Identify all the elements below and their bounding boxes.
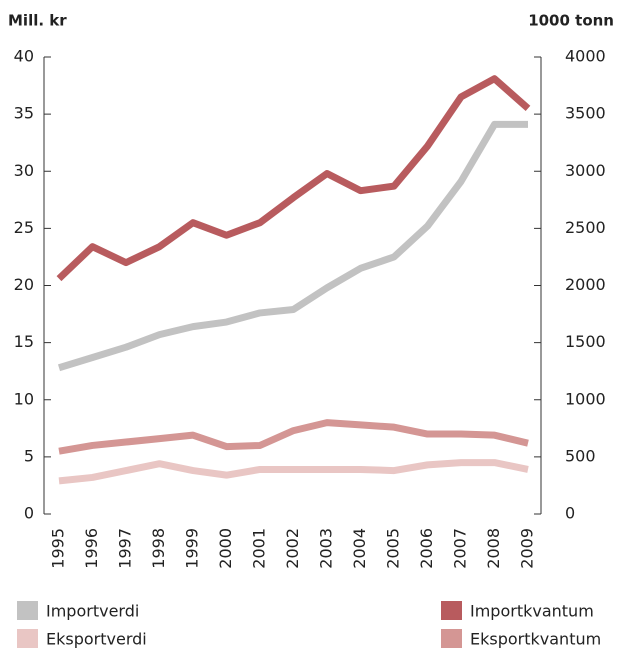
x-tick-label: 1997: [116, 528, 135, 569]
y-axis-title: Mill. kr: [8, 12, 67, 30]
legend-swatch: [441, 629, 462, 648]
legend-swatch: [17, 629, 38, 648]
x-tick-label: 2004: [350, 528, 369, 569]
y2-tick-label: 1000: [565, 389, 606, 408]
y-tick-label: 10: [14, 389, 34, 408]
x-tick-label: 2009: [518, 528, 537, 569]
y-tick-label: 30: [14, 161, 34, 180]
legend-swatch: [17, 601, 38, 620]
y2-tick-label: 3000: [565, 161, 606, 180]
x-tick-label: 2008: [484, 528, 503, 569]
x-tick-label: 2001: [250, 528, 269, 569]
x-tick-label: 2006: [417, 528, 436, 569]
series-line: [57, 120, 528, 372]
x-tick-label: 1996: [82, 528, 101, 569]
x-tick-label: 2003: [317, 528, 336, 569]
legend-label: Importkvantum: [470, 602, 594, 621]
series-line: [58, 459, 529, 485]
x-tick-label: 1998: [149, 528, 168, 569]
x-tick-label: 2005: [384, 528, 403, 569]
y2-tick-label: 0: [565, 504, 575, 523]
y-tick-label: 20: [14, 275, 34, 294]
legend-swatch: [441, 601, 462, 620]
y2-tick-label: 3500: [565, 104, 606, 123]
series-line: [58, 419, 529, 455]
legend-label: Eksportkvantum: [470, 630, 601, 649]
y2-tick-label: 2500: [565, 218, 606, 237]
y-tick-label: 5: [24, 446, 34, 465]
y2-tick-label: 1500: [565, 332, 606, 351]
y-tick-label: 35: [14, 104, 34, 123]
y-tick-label: 0: [24, 504, 34, 523]
x-tick-label: 2000: [216, 528, 235, 569]
y-tick-label: 25: [14, 218, 34, 237]
x-tick-label: 1995: [49, 528, 68, 569]
y2-axis-title: 1000 tonn: [528, 12, 614, 30]
y-tick-label: 15: [14, 332, 34, 351]
y2-tick-label: 4000: [565, 47, 606, 66]
series-line: [56, 75, 531, 282]
x-tick-label: 1999: [183, 528, 202, 569]
legend-label: Importverdi: [46, 602, 139, 621]
x-tick-label: 2007: [451, 528, 470, 569]
y2-tick-label: 500: [565, 446, 596, 465]
y-tick-label: 40: [14, 47, 34, 66]
x-tick-label: 2002: [283, 528, 302, 569]
legend-label: Eksportverdi: [46, 630, 147, 649]
y2-tick-label: 2000: [565, 275, 606, 294]
